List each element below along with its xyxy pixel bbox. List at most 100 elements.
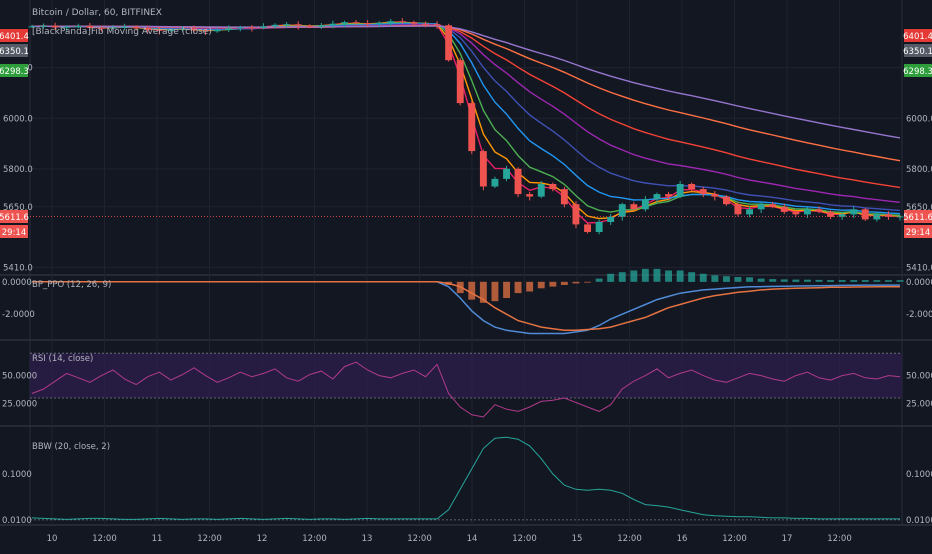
price-tick-right: 6000.0 [906,114,932,124]
candle-body[interactable] [699,189,707,195]
candle-body[interactable] [225,28,233,30]
candle-body[interactable] [317,25,325,27]
candle-body[interactable] [630,204,638,210]
candle-body[interactable] [260,26,267,28]
candle-body[interactable] [398,21,406,23]
candle-body[interactable] [537,184,545,197]
candle-body[interactable] [213,29,221,32]
candle-body[interactable] [653,194,661,200]
candle-body[interactable] [514,168,522,195]
candle-body[interactable] [456,60,464,104]
price-panel[interactable] [28,18,904,235]
candle-body[interactable] [294,24,302,26]
candle-body[interactable] [688,184,696,190]
candle-body[interactable] [804,209,811,215]
x-tick-label: 11 [152,534,163,544]
candle-body[interactable] [595,221,603,232]
candle-body[interactable] [827,211,834,217]
candle-body[interactable] [885,214,892,217]
ppo-panel[interactable]: BP_PPO (12, 26, 9) [28,268,904,335]
price-badge-right [904,44,932,57]
ppo-histogram-bar [618,272,626,282]
x-tick-label: 15 [572,534,583,544]
candle-body[interactable] [479,151,487,187]
ppo-title: BP_PPO (12, 26, 9) [32,280,111,290]
candle-body[interactable] [560,189,568,205]
candle-body[interactable] [861,209,869,220]
candle-body[interactable] [144,28,152,30]
candle-body[interactable] [896,216,904,218]
candle-body[interactable] [306,25,314,27]
candle-body[interactable] [283,24,291,26]
candle-body[interactable] [271,24,279,27]
ppo-histogram-bar [688,272,696,282]
candle-body[interactable] [526,194,534,197]
candle-body[interactable] [757,204,765,210]
rsi-panel[interactable]: RSI (14, close) [30,352,902,418]
candle-body[interactable] [445,25,453,61]
candle-body[interactable] [121,26,128,28]
candle-body[interactable] [236,27,244,29]
candle-body[interactable] [28,26,36,28]
candle-body[interactable] [63,26,71,28]
rsi-band [30,353,902,398]
candle-body[interactable] [132,26,140,29]
candle-body[interactable] [202,30,210,32]
candle-body[interactable] [40,25,47,27]
candle-body[interactable] [618,204,626,217]
price-badge-left [0,225,28,238]
bbw-line [31,436,900,520]
candle-body[interactable] [410,22,418,24]
candle-body[interactable] [584,224,591,232]
candle-body[interactable] [74,26,82,27]
candle-body[interactable] [86,26,94,28]
candle-body[interactable] [248,27,256,29]
ppo-histogram-bar [595,278,603,282]
candle-body[interactable] [329,23,337,26]
indicator-tick-right: 50.0000 [906,372,932,382]
candle-body[interactable] [549,184,557,190]
candle-body[interactable] [503,168,510,179]
price-badge-right [904,64,932,77]
x-tick-label: 13 [362,534,373,544]
candle-body[interactable] [769,204,777,207]
candle-body[interactable] [607,216,615,222]
candle-body[interactable] [734,204,742,215]
candle-body[interactable] [746,209,753,215]
indicator-tick-left: 0.0000 [2,278,32,288]
candle-body[interactable] [341,22,348,24]
candle-body[interactable] [51,25,59,28]
candle-body[interactable] [780,206,788,212]
candle-body[interactable] [387,21,395,23]
candle-body[interactable] [155,29,163,31]
rsi-title: RSI (14, close) [32,354,93,364]
candle-body[interactable] [190,28,198,31]
candle-body[interactable] [179,28,186,30]
candle-body[interactable] [468,103,476,152]
candle-body[interactable] [433,24,441,26]
candle-body[interactable] [422,23,429,25]
candle-body[interactable] [641,199,649,210]
candle-body[interactable] [711,194,719,197]
candle-body[interactable] [873,214,881,220]
candle-body[interactable] [491,178,499,187]
bbw-panel[interactable]: BBW (20, close, 2) [30,436,902,521]
candle-body[interactable] [838,214,846,217]
candle-body[interactable] [815,209,823,212]
candle-body[interactable] [676,184,684,197]
candle-body[interactable] [109,27,117,29]
candle-body[interactable] [167,29,175,31]
candle-body[interactable] [98,27,105,29]
x-tick-label: 12:00 [617,534,642,544]
candle-body[interactable] [352,22,360,24]
candle-body[interactable] [665,194,672,197]
candle-body[interactable] [723,196,730,205]
candle-body[interactable] [364,23,372,25]
candle-body[interactable] [375,22,383,25]
candle-body[interactable] [792,211,800,215]
ppo-histogram-bar [896,280,904,282]
candle-body[interactable] [850,209,858,215]
candle-body[interactable] [572,204,580,225]
